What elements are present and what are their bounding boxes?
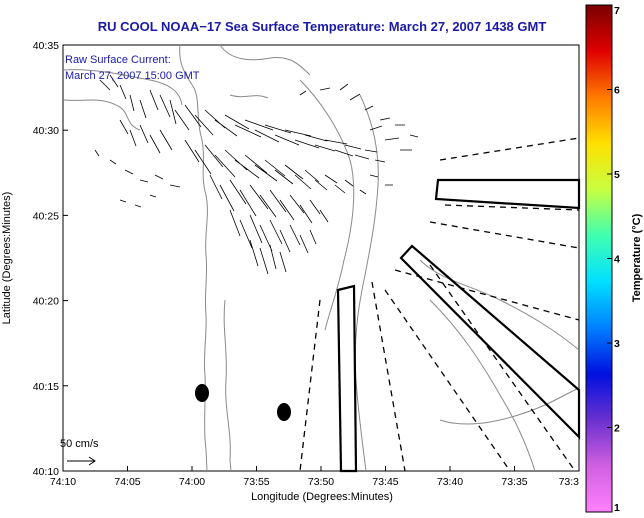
x-tick-label: 73:35 xyxy=(501,476,527,488)
x-axis-label: Longitude (Degrees:Minutes) xyxy=(251,491,393,503)
colorbar-tick-label: 7 xyxy=(614,5,620,17)
x-tick-label: 74:05 xyxy=(114,476,140,488)
x-tick-label: 73:3 xyxy=(559,476,580,488)
colorbar-ticks: 7 6 5 4 3 2 1 xyxy=(607,4,620,514)
colorbar-tick-label: 3 xyxy=(614,338,620,350)
current-label-line2: March 27, 2007 15:00 GMT xyxy=(65,70,200,82)
colorbar-tick-label: 2 xyxy=(614,423,620,435)
colorbar-tick-label: 4 xyxy=(614,254,620,266)
y-axis-ticks: 40:35 40:30 40:25 40:20 40:15 40:10 xyxy=(33,40,68,478)
y-tick-label: 40:25 xyxy=(33,210,59,222)
x-axis-ticks: 74:10 74:05 74:00 73:55 73:50 73:45 73:40 73:35… xyxy=(50,466,580,488)
figure-title: RU COOL NOAA−17 Sea Surface Temperature:… xyxy=(98,19,547,34)
x-tick-label: 73:40 xyxy=(437,476,463,488)
y-tick-label: 40:15 xyxy=(33,381,59,393)
colorbar-label: Temperature (°C) xyxy=(631,213,643,302)
x-tick-label: 73:55 xyxy=(243,476,269,488)
depth-contour-40m xyxy=(419,259,580,351)
y-tick-label: 40:20 xyxy=(33,296,59,308)
x-tick-label: 73:45 xyxy=(372,476,398,488)
map-content xyxy=(62,44,581,473)
scale-label: 50 cm/s xyxy=(60,438,99,450)
x-tick-label: 73:50 xyxy=(308,476,334,488)
inner-shelf-contour xyxy=(223,299,232,472)
wedge-southeast xyxy=(399,244,581,440)
scale-arrow-icon xyxy=(67,456,96,466)
wedge-south xyxy=(336,284,358,473)
depth-contour-50m xyxy=(429,299,536,472)
y-tick-label: 40:35 xyxy=(33,40,59,52)
x-tick-label: 74:00 xyxy=(179,476,205,488)
y-axis-label: Latitude (Degrees:Minutes) xyxy=(1,192,13,325)
map-frame xyxy=(62,44,580,472)
y-tick-label: 40:30 xyxy=(33,125,59,137)
northern-contour xyxy=(219,44,311,99)
current-label-line1: Raw Surface Current: xyxy=(65,54,171,66)
station-marker-east xyxy=(277,403,291,421)
station-marker-west xyxy=(195,384,209,402)
offshore-contour xyxy=(439,387,580,425)
surface-current-vectors xyxy=(94,74,419,275)
x-tick-label: 74:10 xyxy=(50,476,76,488)
shoreline-contour xyxy=(62,69,183,131)
radial-dashed-lines xyxy=(299,137,580,472)
wedge-east xyxy=(434,178,581,210)
y-tick-label: 40:10 xyxy=(33,466,59,478)
colorbar-tick-label: 5 xyxy=(614,169,620,181)
depth-contour-20m xyxy=(299,79,355,331)
coastline-contour xyxy=(179,44,208,472)
depth-contour-30m xyxy=(354,94,379,472)
colorbar-tick-label: 6 xyxy=(614,85,620,97)
colorbar-tick-label: 1 xyxy=(614,502,620,514)
